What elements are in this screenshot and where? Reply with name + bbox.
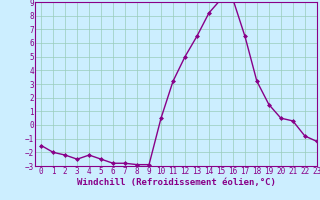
X-axis label: Windchill (Refroidissement éolien,°C): Windchill (Refroidissement éolien,°C) [76, 178, 276, 187]
